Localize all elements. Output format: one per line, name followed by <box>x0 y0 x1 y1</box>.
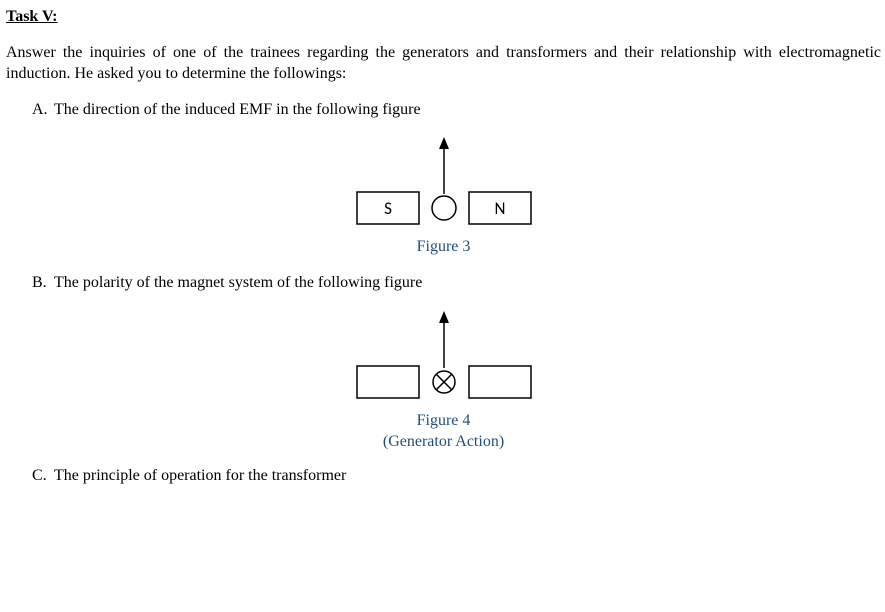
left-pole-box <box>357 366 419 398</box>
figure-4 <box>6 308 881 404</box>
figure-4-caption-line1: Figure 4 <box>417 412 471 429</box>
conductor-cross-icon <box>433 371 455 393</box>
left-pole-box: S <box>357 192 419 224</box>
arrow-up-icon <box>439 137 449 194</box>
figure-4-caption-line2: (Generator Action) <box>6 431 881 453</box>
task-title: Task V: <box>6 6 881 28</box>
task-item-a: A.The direction of the induced EMF in th… <box>32 99 881 121</box>
item-a-enum: A. <box>32 99 54 121</box>
item-c-text: The principle of operation for the trans… <box>54 467 346 484</box>
task-intro: Answer the inquiries of one of the train… <box>6 42 881 85</box>
arrow-up-icon <box>439 311 449 368</box>
conductor-circle <box>432 196 456 220</box>
item-b-enum: B. <box>32 272 54 294</box>
figure-3-svg: S N <box>324 134 564 230</box>
figure-4-svg <box>324 308 564 404</box>
left-pole-label: S <box>384 198 392 219</box>
right-pole-label: N <box>494 198 505 219</box>
task-item-b: B.The polarity of the magnet system of t… <box>32 272 881 294</box>
figure-4-caption: Figure 4 (Generator Action) <box>6 410 881 453</box>
item-b-text: The polarity of the magnet system of the… <box>54 274 422 291</box>
item-a-text: The direction of the induced EMF in the … <box>54 101 421 118</box>
task-item-c: C.The principle of operation for the tra… <box>32 465 881 487</box>
right-pole-box: N <box>469 192 531 224</box>
item-c-enum: C. <box>32 465 54 487</box>
right-pole-box <box>469 366 531 398</box>
page: Task V: Answer the inquiries of one of t… <box>0 0 885 504</box>
figure-3: S N <box>6 134 881 230</box>
figure-3-caption: Figure 3 <box>6 236 881 258</box>
